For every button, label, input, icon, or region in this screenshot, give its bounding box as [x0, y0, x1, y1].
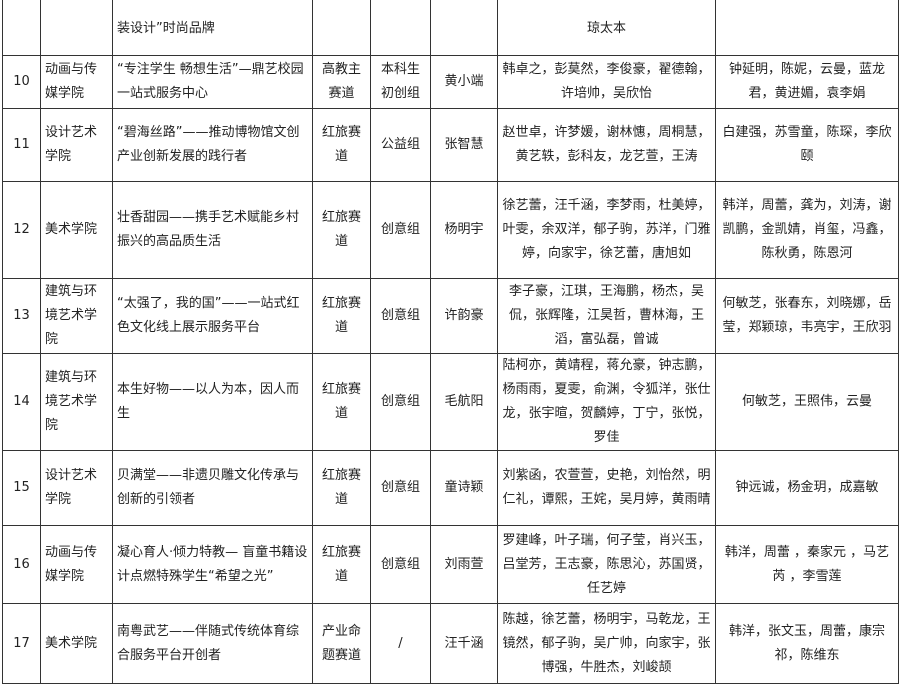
college-cell: 美术学院	[40, 181, 113, 279]
leader-cell: 许韵豪	[430, 278, 498, 354]
track-cell: 红旅赛道	[312, 525, 371, 604]
leader-cell: 毛航阳	[430, 353, 498, 451]
row-number: 14	[2, 353, 41, 451]
college-cell: 建筑与环境艺术学院	[40, 353, 113, 451]
cell	[430, 0, 498, 56]
group-cell: 创意组	[370, 181, 431, 279]
mentors-cell: 韩洋，周蕾 ，秦家元 ，马艺芮 ，李雪莲	[715, 525, 899, 604]
mentors-cell: 何敏芝，张春东，刘晓娜，岳莹，郑颖琼，韦亮宇，王欣羽	[715, 278, 899, 354]
track-cell: 产业命题赛道	[312, 603, 371, 684]
project-cell: “专注学生 畅想生活”—鼎艺校园一站式服务中心	[112, 55, 313, 109]
table-row: 17 美术学院 南粤武艺——伴随式传统体育综合服务平台开创者 产业命题赛道 / 汪千涵 陈越…	[2, 603, 899, 684]
project-cell: 贝满堂——非遗贝雕文化传承与创新的引领者	[112, 450, 313, 526]
track-cell: 高教主赛道	[312, 55, 371, 109]
college-cell: 动画与传媒学院	[40, 55, 113, 109]
group-cell: /	[370, 603, 431, 684]
group-cell: 创意组	[370, 353, 431, 451]
members-cell: 徐艺蕾，汪千涵，李梦雨，杜美婷，叶雯，余双洋，郁子驹，苏洋，门雅婷，向家宇，徐艺…	[497, 181, 716, 279]
group-cell: 创意组	[370, 525, 431, 604]
members-cell: 陈越，徐艺蕾，杨明宇，马乾龙，王镜然，郁子驹，吴广帅，向家宇，张博强，牛胜杰，刘…	[497, 603, 716, 684]
group-cell: 本科生初创组	[370, 55, 431, 109]
cell	[2, 0, 41, 56]
cell	[312, 0, 371, 56]
row-number: 16	[2, 525, 41, 604]
project-cell: “碧海丝路”——推动博物馆文创产业创新发展的践行者	[112, 108, 313, 182]
members-cell: 琼太本	[497, 0, 716, 56]
track-cell: 红旅赛道	[312, 353, 371, 451]
project-cell: 南粤武艺——伴随式传统体育综合服务平台开创者	[112, 603, 313, 684]
mentors-cell: 韩洋，张文玉，周蕾，康宗祁，陈维东	[715, 603, 899, 684]
leader-cell: 汪千涵	[430, 603, 498, 684]
college-cell: 动画与传媒学院	[40, 525, 113, 604]
row-number: 12	[2, 181, 41, 279]
group-cell: 创意组	[370, 450, 431, 526]
members-cell: 韩卓之，彭莫然，李俊豪，翟德翰，许培帅，吴欣怡	[497, 55, 716, 109]
row-number: 17	[2, 603, 41, 684]
track-cell: 红旅赛道	[312, 450, 371, 526]
members-cell: 陆柯亦，黄靖程，蒋允豪，钟志鹏，杨雨雨，夏雯，俞渊，令狐洋，张仕龙，张宇暄，贺麟…	[497, 353, 716, 451]
mentors-cell: 白建强，苏雪童，陈琛，李欣颐	[715, 108, 899, 182]
project-cell: “太强了，我的国”——一站式红色文化线上展示服务平台	[112, 278, 313, 354]
group-cell: 创意组	[370, 278, 431, 354]
cell	[40, 0, 113, 56]
table-row: 14 建筑与环境艺术学院 本生好物——以人为本，因人而生 红旅赛道 创意组 毛航阳 陆柯亦，…	[2, 353, 899, 451]
leader-cell: 刘雨萱	[430, 525, 498, 604]
row-number: 15	[2, 450, 41, 526]
mentors-cell: 何敏芝，王照伟，云曼	[715, 353, 899, 451]
members-cell: 罗建峰，叶子瑞，何子莹，肖兴玉，吕堂芳，王志豪，陈思沁，苏国贤，任艺婷	[497, 525, 716, 604]
table-row: 15 设计艺术学院 贝满堂——非遗贝雕文化传承与创新的引领者 红旅赛道 创意组 童诗颖 刘紫…	[2, 450, 899, 526]
table-row: 11 设计艺术学院 “碧海丝路”——推动博物馆文创产业创新发展的践行者 红旅赛道 公益组…	[2, 108, 899, 182]
project-cell: 凝心育人·倾力特教— 盲童书籍设计点燃特殊学生“希望之光”	[112, 525, 313, 604]
project-cell: 壮香甜园——携手艺术赋能乡村振兴的高品质生活	[112, 181, 313, 279]
college-cell: 美术学院	[40, 603, 113, 684]
project-cell: 本生好物——以人为本，因人而生	[112, 353, 313, 451]
group-cell: 公益组	[370, 108, 431, 182]
track-cell: 红旅赛道	[312, 108, 371, 182]
leader-cell: 童诗颖	[430, 450, 498, 526]
cell	[370, 0, 431, 56]
row-number: 11	[2, 108, 41, 182]
track-cell: 红旅赛道	[312, 278, 371, 354]
table-row: 12 美术学院 壮香甜园——携手艺术赋能乡村振兴的高品质生活 红旅赛道 创意组 杨明宇 徐艺…	[2, 181, 899, 279]
table-row: 13 建筑与环境艺术学院 “太强了，我的国”——一站式红色文化线上展示服务平台 红旅赛…	[2, 278, 899, 354]
members-cell: 赵世卓，许梦媛，谢林憓，周桐慧，黄艺轶，彭科友，龙艺萱，王涛	[497, 108, 716, 182]
mentors-cell: 钟延明，陈妮，云曼，蓝龙君，黄进媚，袁李娟	[715, 55, 899, 109]
mentors-cell: 韩洋，周蕾，龚为，刘涛，谢凯鹏，金凯婧，肖玺，冯鑫，陈秋勇，陈恩河	[715, 181, 899, 279]
leader-cell: 黄小端	[430, 55, 498, 109]
cell	[715, 0, 899, 56]
table-row-header-partial: 装设计”时尚品牌 琼太本	[2, 0, 899, 56]
college-cell: 设计艺术学院	[40, 108, 113, 182]
row-number: 13	[2, 278, 41, 354]
table-row: 10 动画与传媒学院 “专注学生 畅想生活”—鼎艺校园一站式服务中心 高教主赛道 本科生…	[2, 55, 899, 109]
project-cell: 装设计”时尚品牌	[112, 0, 313, 56]
row-number: 10	[2, 55, 41, 109]
members-cell: 李子豪，江琪，王海鹏，杨杰，吴侃，张辉隆，江昊哲，曹林海，王滔，富弘磊，曾诚	[497, 278, 716, 354]
leader-cell: 张智慧	[430, 108, 498, 182]
table-row: 16 动画与传媒学院 凝心育人·倾力特教— 盲童书籍设计点燃特殊学生“希望之光” 红旅…	[2, 525, 899, 604]
mentors-cell: 钟远诚，杨金玥，成嘉敏	[715, 450, 899, 526]
track-cell: 红旅赛道	[312, 181, 371, 279]
college-cell: 设计艺术学院	[40, 450, 113, 526]
members-cell: 刘紫函，农萱萱，史艳，刘怡然，明仁礼，谭熙，王姹，吴月婷，黄雨晴	[497, 450, 716, 526]
college-cell: 建筑与环境艺术学院	[40, 278, 113, 354]
leader-cell: 杨明宇	[430, 181, 498, 279]
